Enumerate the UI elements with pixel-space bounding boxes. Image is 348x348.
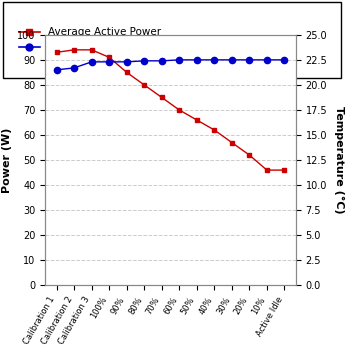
- Minimum Ambient Temperature: [247, 58, 252, 62]
- Average Active Power: [72, 48, 76, 52]
- Average Active Power: [265, 168, 269, 172]
- Minimum Ambient Temperature: [282, 58, 286, 62]
- Average Active Power: [55, 50, 59, 54]
- Minimum Ambient Temperature: [230, 58, 234, 62]
- Minimum Ambient Temperature: [212, 58, 216, 62]
- Legend: Average Active Power, Minimum Ambient Temperature: Average Active Power, Minimum Ambient Te…: [16, 24, 216, 56]
- Y-axis label: Temperature (°C): Temperature (°C): [334, 106, 344, 214]
- Line: Average Active Power: Average Active Power: [54, 47, 287, 173]
- Average Active Power: [107, 55, 111, 60]
- Minimum Ambient Temperature: [142, 59, 146, 63]
- Average Active Power: [177, 108, 181, 112]
- Average Active Power: [195, 118, 199, 122]
- Minimum Ambient Temperature: [160, 59, 164, 63]
- Minimum Ambient Temperature: [125, 60, 129, 64]
- Average Active Power: [142, 83, 146, 87]
- Average Active Power: [160, 95, 164, 100]
- Minimum Ambient Temperature: [195, 58, 199, 62]
- Average Active Power: [230, 141, 234, 145]
- Minimum Ambient Temperature: [265, 58, 269, 62]
- FancyBboxPatch shape: [3, 2, 341, 78]
- Average Active Power: [125, 70, 129, 74]
- Minimum Ambient Temperature: [55, 68, 59, 72]
- Y-axis label: Power (W): Power (W): [2, 127, 11, 193]
- Average Active Power: [282, 168, 286, 172]
- Average Active Power: [247, 153, 252, 157]
- Line: Minimum Ambient Temperature: Minimum Ambient Temperature: [54, 57, 287, 73]
- Minimum Ambient Temperature: [72, 66, 76, 70]
- Average Active Power: [212, 128, 216, 132]
- Minimum Ambient Temperature: [107, 60, 111, 64]
- Minimum Ambient Temperature: [177, 58, 181, 62]
- Minimum Ambient Temperature: [89, 60, 94, 64]
- Average Active Power: [89, 48, 94, 52]
